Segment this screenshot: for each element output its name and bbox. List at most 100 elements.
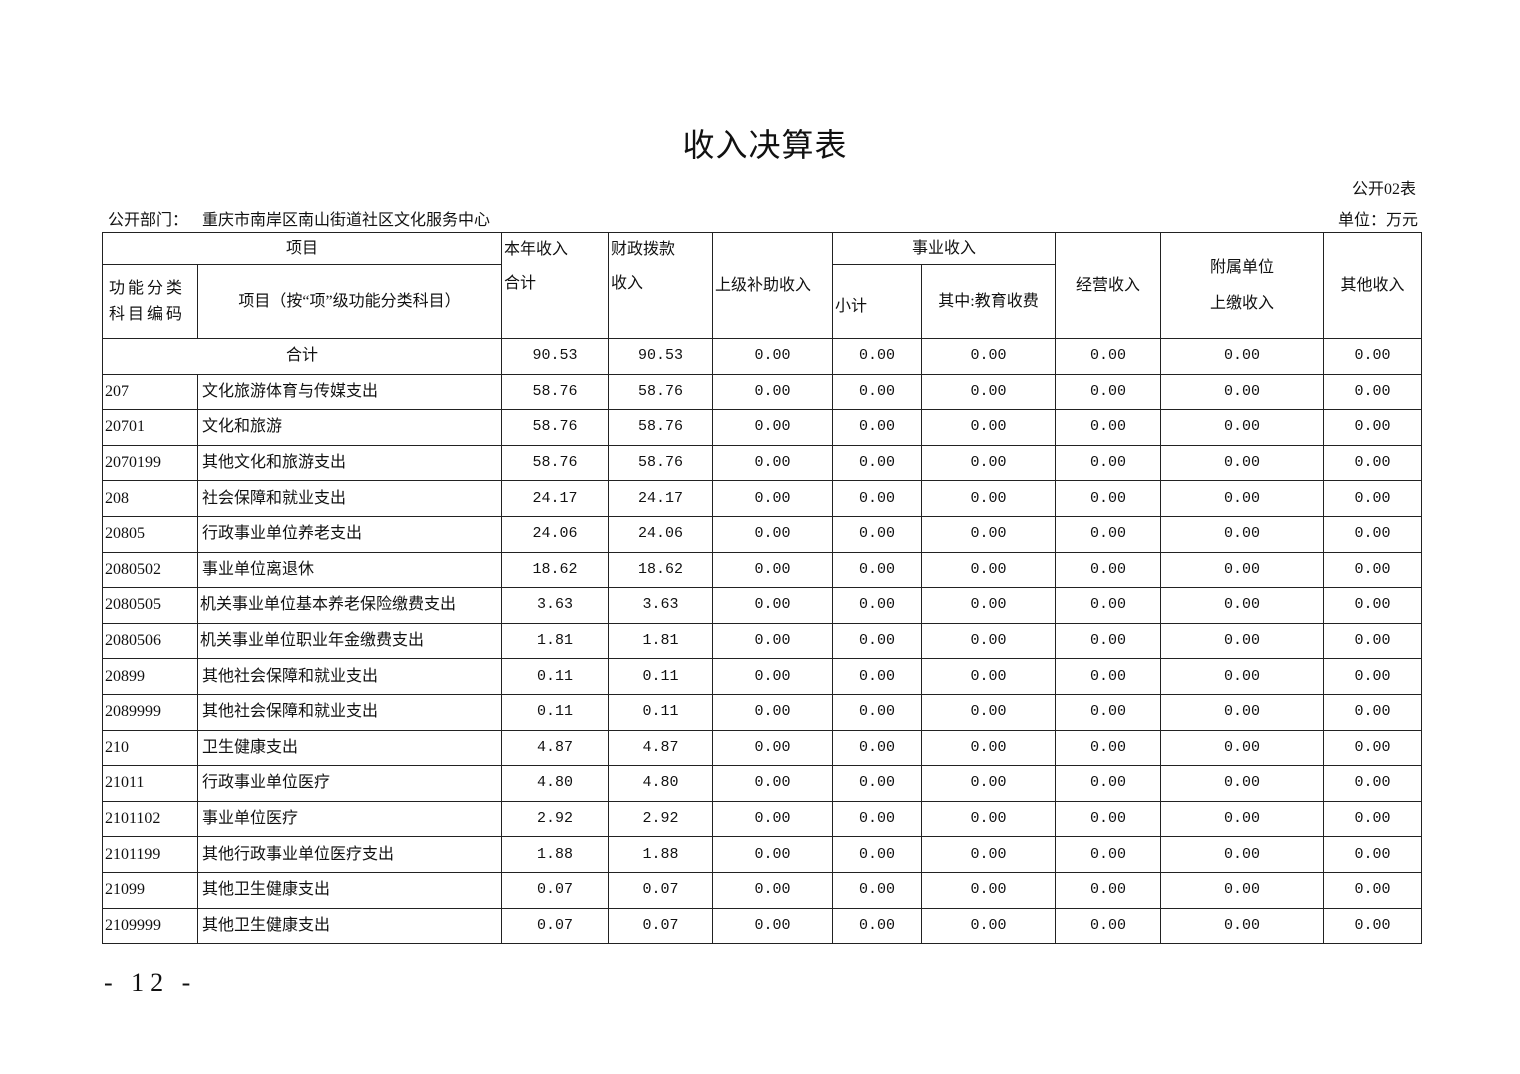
- row-name: 其他卫生健康支出: [196, 871, 503, 909]
- row-value: 0.00: [1160, 480, 1325, 517]
- total-value: 0.00: [1055, 338, 1162, 375]
- row-code: 207: [102, 373, 198, 411]
- row-code: 20701: [102, 409, 198, 446]
- row-code: 2109999: [102, 907, 198, 945]
- row-value: 0.00: [712, 871, 834, 909]
- row-value: 0.00: [712, 622, 834, 660]
- row-code: 21099: [102, 871, 198, 909]
- total-value: 0.00: [832, 338, 923, 375]
- row-value: 24.17: [501, 480, 610, 517]
- row-value: 0.00: [921, 871, 1057, 909]
- header-subtotal: 小计: [832, 264, 923, 339]
- row-value: 0.00: [921, 907, 1057, 945]
- income-table: 项目 本年收入 合计 财政拨款 收入 上级补助收入 事业收入 经营收入 附属单位 上缴…: [101, 232, 1423, 945]
- row-value: 58.76: [608, 444, 714, 482]
- row-value: 0.00: [832, 622, 923, 660]
- row-value: 0.00: [832, 729, 923, 767]
- row-code: 20899: [102, 658, 198, 695]
- row-value: 0.11: [608, 658, 714, 695]
- row-code: 2080502: [102, 551, 198, 589]
- row-value: 0.00: [921, 765, 1057, 802]
- row-code: 2070199: [102, 444, 198, 482]
- row-value: 0.00: [1160, 551, 1325, 589]
- row-code: 20805: [102, 515, 198, 553]
- row-value: 0.00: [712, 729, 834, 767]
- row-value: 4.87: [608, 729, 714, 767]
- row-value: 0.00: [712, 765, 834, 802]
- row-value: 0.00: [1160, 444, 1325, 482]
- row-value: 0.00: [921, 409, 1057, 446]
- row-value: 0.00: [1160, 693, 1325, 731]
- table-row: 21099 其他卫生健康支出 0.07 0.07 0.00 0.00 0.00 0.00 0.0…: [102, 871, 1423, 909]
- total-row: 合计 90.53 90.53 0.00 0.00 0.00 0.00 0.00 0.00: [101, 338, 1423, 375]
- row-value: 0.00: [832, 836, 923, 873]
- row-value: 0.00: [1323, 729, 1423, 767]
- row-value: 0.00: [921, 622, 1057, 660]
- row-name: 机关事业单位基本养老保险缴费支出: [196, 587, 503, 624]
- row-value: 0.00: [1323, 480, 1423, 517]
- header-total-line1: 本年收入: [504, 241, 569, 258]
- row-value: 0.00: [712, 658, 834, 695]
- row-value: 18.62: [608, 551, 714, 589]
- row-value: 0.00: [832, 409, 923, 446]
- row-value: 0.00: [1323, 693, 1423, 731]
- table-number: 公开02表: [1351, 181, 1416, 198]
- row-value: 0.00: [1160, 765, 1325, 802]
- row-value: 0.00: [832, 871, 923, 909]
- row-value: 0.00: [1160, 800, 1325, 838]
- row-name: 其他社会保障和就业支出: [196, 693, 503, 731]
- row-value: 0.00: [712, 373, 834, 411]
- header-operating: 经营收入: [1055, 232, 1162, 339]
- table-row: 2080506 机关事业单位职业年金缴费支出 1.81 1.81 0.00 0.00 0.0…: [102, 622, 1423, 660]
- row-value: 0.00: [712, 836, 834, 873]
- row-value: 1.88: [501, 836, 610, 873]
- page-number: - 12 -: [104, 968, 197, 997]
- row-code: 2101199: [102, 836, 198, 873]
- row-value: 0.00: [832, 800, 923, 838]
- row-name: 其他行政事业单位医疗支出: [196, 836, 503, 873]
- row-value: 0.00: [832, 373, 923, 411]
- row-value: 1.81: [501, 622, 610, 660]
- row-value: 0.00: [1160, 907, 1325, 945]
- row-value: 0.00: [1160, 871, 1325, 909]
- row-name: 卫生健康支出: [196, 729, 503, 767]
- row-value: 0.00: [832, 480, 923, 517]
- row-value: 0.00: [1323, 871, 1423, 909]
- row-value: 0.00: [1055, 907, 1162, 945]
- row-value: 0.00: [1160, 587, 1325, 624]
- total-label: 合计: [101, 338, 503, 375]
- row-value: 1.81: [608, 622, 714, 660]
- row-value: 0.00: [1160, 515, 1325, 553]
- row-value: 0.00: [1055, 729, 1162, 767]
- row-value: 0.00: [832, 587, 923, 624]
- row-value: 0.00: [832, 765, 923, 802]
- row-value: 0.00: [1323, 765, 1423, 802]
- row-value: 0.07: [501, 871, 610, 909]
- row-value: 0.00: [1323, 444, 1423, 482]
- row-value: 0.00: [712, 907, 834, 945]
- row-value: 0.00: [1055, 515, 1162, 553]
- row-value: 0.00: [1323, 409, 1423, 446]
- row-value: 0.00: [921, 444, 1057, 482]
- row-value: 0.00: [712, 515, 834, 553]
- row-value: 0.11: [501, 658, 610, 695]
- row-value: 58.76: [501, 373, 610, 411]
- table-row: 208 社会保障和就业支出 24.17 24.17 0.00 0.00 0.00 0.00 0.…: [102, 480, 1423, 517]
- total-value: 90.53: [501, 338, 610, 375]
- row-value: 0.00: [1323, 907, 1423, 945]
- row-value: 0.11: [501, 693, 610, 731]
- row-value: 0.00: [1055, 480, 1162, 517]
- row-value: 0.00: [1055, 800, 1162, 838]
- header-affiliated: 附属单位 上缴收入: [1160, 232, 1325, 339]
- header-other: 其他收入: [1323, 232, 1423, 339]
- row-name: 文化和旅游: [196, 409, 503, 446]
- row-value: 0.00: [832, 551, 923, 589]
- row-value: 0.00: [712, 480, 834, 517]
- row-name: 其他社会保障和就业支出: [196, 658, 503, 695]
- row-value: 4.80: [501, 765, 610, 802]
- row-value: 0.00: [1055, 765, 1162, 802]
- row-value: 0.00: [1055, 622, 1162, 660]
- unit-label: 单位：万元: [1337, 212, 1418, 229]
- row-value: 0.00: [921, 480, 1057, 517]
- row-code: 2080505: [102, 587, 198, 624]
